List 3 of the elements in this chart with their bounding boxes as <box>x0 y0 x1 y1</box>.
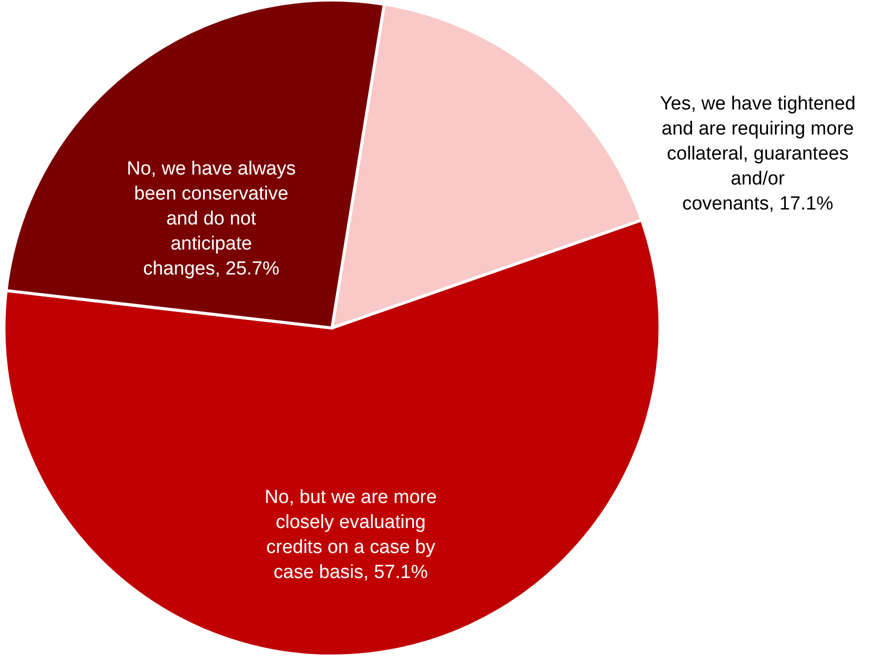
slice-label: No, we have always been conservative and do not anticipate changes, 25.7% <box>126 158 296 280</box>
slice-label: No, but we are more closely evaluating credits on a case by case basis, 57.1% <box>264 486 437 583</box>
slice-label: Yes, we have tightened and are requiring more collateral, guarantees and/or covenants, 17.1% <box>660 94 856 215</box>
